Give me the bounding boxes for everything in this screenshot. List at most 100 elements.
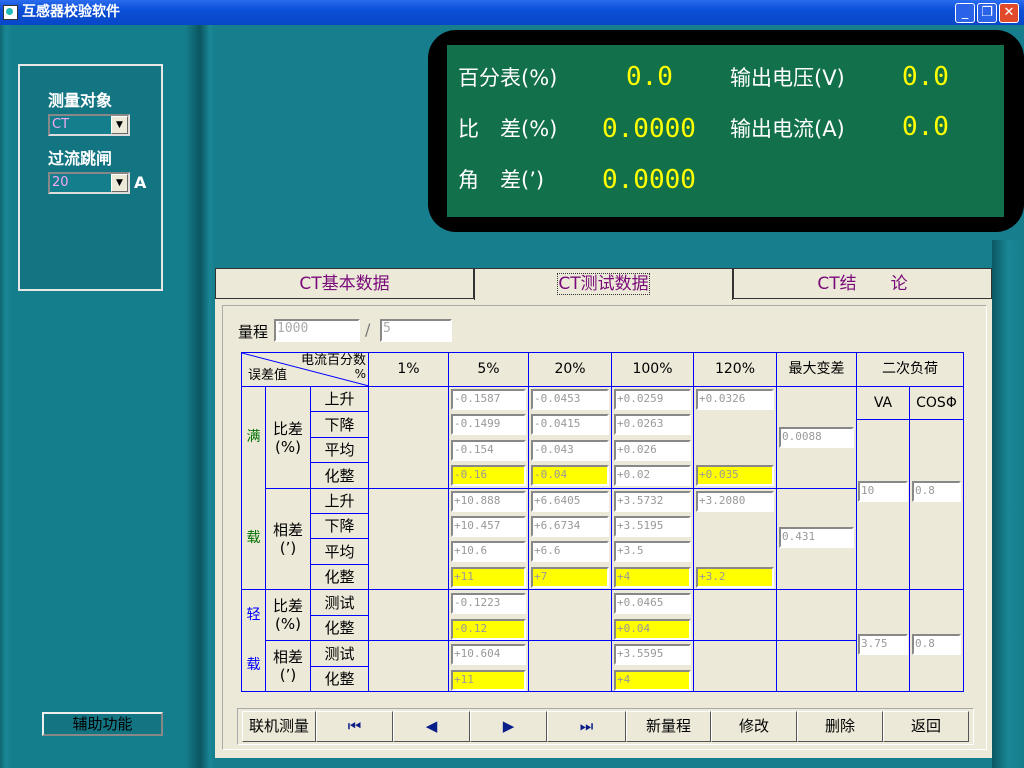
tab-ct-test-data[interactable]: CT测试数据 bbox=[474, 268, 733, 300]
restore-button[interactable]: ❐ bbox=[977, 3, 997, 23]
value-field[interactable]: -0.04 bbox=[531, 465, 609, 486]
new-range-button[interactable]: 新量程 bbox=[626, 711, 711, 742]
edit-button[interactable]: 修改 bbox=[711, 711, 797, 742]
value-field[interactable]: -0.043 bbox=[531, 440, 609, 461]
online-measure-button[interactable]: 联机测量 bbox=[242, 711, 316, 742]
value-field[interactable]: +10.888 bbox=[451, 491, 526, 512]
column-header-cos: COSΦ bbox=[909, 386, 964, 420]
row-label: 上升 bbox=[310, 386, 369, 412]
toolbar bbox=[237, 708, 974, 745]
value-field[interactable]: +0.0326 bbox=[696, 389, 774, 410]
group-char: 载 bbox=[246, 657, 261, 674]
value-field[interactable]: +3.5 bbox=[614, 541, 691, 562]
row-label: 测试 bbox=[310, 589, 369, 616]
chevron-down-icon[interactable]: ▼ bbox=[111, 174, 128, 192]
value-field[interactable]: +7 bbox=[531, 567, 609, 588]
row-label: 化整 bbox=[310, 615, 369, 641]
back-button[interactable]: 返回 bbox=[883, 711, 969, 742]
corner-header-cell: 电流百分数% 误差值 bbox=[241, 352, 369, 387]
row-label: 化整 bbox=[310, 462, 369, 489]
column-header-va: VA bbox=[856, 386, 910, 420]
max-variation-field[interactable]: 0.431 bbox=[779, 527, 854, 548]
percent-label: 百分表(%) bbox=[458, 66, 558, 90]
first-record-button[interactable]: ⏮ bbox=[316, 711, 393, 742]
row-label: 化整 bbox=[310, 564, 369, 590]
voltage-label: 输出电压(V) bbox=[730, 66, 845, 90]
range-secondary-input[interactable]: 5 bbox=[380, 319, 452, 342]
ratio-error-label: 比 差(%) bbox=[458, 117, 558, 141]
title-bar: 互感器校验软件 bbox=[0, 0, 1024, 25]
value-field[interactable]: +0.0263 bbox=[614, 414, 691, 435]
max-variation-field[interactable]: 0.0088 bbox=[779, 427, 854, 448]
chevron-down-icon[interactable]: ▼ bbox=[111, 116, 128, 134]
value-field[interactable]: +0.035 bbox=[696, 465, 774, 486]
value-field[interactable]: +3.5195 bbox=[614, 516, 691, 537]
value-field[interactable]: +0.026 bbox=[614, 440, 691, 461]
burden-cos-field[interactable]: 0.8 bbox=[912, 634, 961, 655]
value-field[interactable]: +0.0259 bbox=[614, 389, 691, 410]
ratio-error-value: 0.0000 bbox=[602, 114, 696, 144]
readout-display bbox=[447, 45, 1004, 217]
value-field[interactable]: +10.457 bbox=[451, 516, 526, 537]
prev-record-button[interactable]: ◀ bbox=[393, 711, 470, 742]
row-label: 上升 bbox=[310, 488, 369, 514]
burden-va-field[interactable]: 10 bbox=[858, 481, 908, 502]
column-header: 1% bbox=[368, 352, 449, 387]
row-label: 平均 bbox=[310, 437, 369, 463]
value-field[interactable]: +4 bbox=[614, 567, 691, 588]
object-value: CT bbox=[52, 117, 70, 132]
value-field[interactable]: -0.12 bbox=[451, 619, 526, 640]
column-header: 二次负荷 bbox=[856, 352, 964, 387]
value-field[interactable]: +3.5732 bbox=[614, 491, 691, 512]
range-primary-input[interactable]: 1000 bbox=[274, 319, 360, 342]
value-field[interactable]: +10.6 bbox=[451, 541, 526, 562]
last-record-button[interactable]: ⏭ bbox=[547, 711, 626, 742]
value-field[interactable]: +10.604 bbox=[451, 644, 526, 665]
row-label: 下降 bbox=[310, 411, 369, 438]
value-field[interactable]: +6.6 bbox=[531, 541, 609, 562]
value-field[interactable]: +11 bbox=[451, 567, 526, 588]
close-button[interactable]: ✕ bbox=[999, 3, 1019, 23]
value-field[interactable]: -0.1499 bbox=[451, 414, 526, 435]
group-char: 载 bbox=[246, 530, 261, 547]
value-field[interactable]: +0.04 bbox=[614, 619, 691, 640]
aux-function-button[interactable]: 辅助功能 bbox=[42, 712, 163, 736]
value-field[interactable]: +3.5595 bbox=[614, 644, 691, 665]
next-record-button[interactable]: ▶ bbox=[470, 711, 547, 742]
data-cell bbox=[856, 419, 910, 590]
value-field[interactable]: +0.0465 bbox=[614, 593, 691, 614]
delete-button[interactable]: 删除 bbox=[797, 711, 883, 742]
burden-cos-field[interactable]: 0.8 bbox=[912, 481, 961, 502]
data-cell bbox=[368, 640, 449, 692]
object-select[interactable]: CT ▼ bbox=[48, 114, 130, 136]
value-field[interactable]: +3.2 bbox=[696, 567, 774, 588]
minimize-button[interactable]: _ bbox=[955, 3, 975, 23]
value-field[interactable]: -0.16 bbox=[451, 465, 526, 486]
last-icon: ⏭ bbox=[579, 717, 594, 735]
quantity-label: 相差 (’) bbox=[265, 488, 311, 590]
value-field[interactable]: -0.0453 bbox=[531, 389, 609, 410]
tab-ct-basic-data[interactable]: CT基本数据 bbox=[215, 268, 474, 299]
value-field[interactable]: +4 bbox=[614, 670, 691, 691]
value-field[interactable]: -0.1587 bbox=[451, 389, 526, 410]
column-header: 120% bbox=[693, 352, 777, 387]
value-field[interactable]: -0.1223 bbox=[451, 593, 526, 614]
tab-ct-conclusion[interactable]: CT结 论 bbox=[733, 268, 992, 299]
data-cell bbox=[776, 640, 857, 692]
trip-select[interactable]: 20 ▼ bbox=[48, 172, 130, 194]
value-field[interactable]: -0.154 bbox=[451, 440, 526, 461]
burden-va-field[interactable]: 3.75 bbox=[858, 634, 908, 655]
column-header: 5% bbox=[448, 352, 529, 387]
group-char: 满 bbox=[246, 429, 261, 446]
right-frame bbox=[992, 240, 1024, 768]
value-field[interactable]: +6.6734 bbox=[531, 516, 609, 537]
tab-label: CT基本数据 bbox=[299, 274, 390, 294]
row-label: 测试 bbox=[310, 640, 369, 667]
value-field[interactable]: +0.02 bbox=[614, 465, 691, 486]
row-label: 平均 bbox=[310, 538, 369, 565]
value-field[interactable]: +11 bbox=[451, 670, 526, 691]
value-field[interactable]: -0.0415 bbox=[531, 414, 609, 435]
value-field[interactable]: +3.2080 bbox=[696, 491, 774, 512]
trip-unit: A bbox=[134, 173, 147, 192]
value-field[interactable]: +6.6405 bbox=[531, 491, 609, 512]
